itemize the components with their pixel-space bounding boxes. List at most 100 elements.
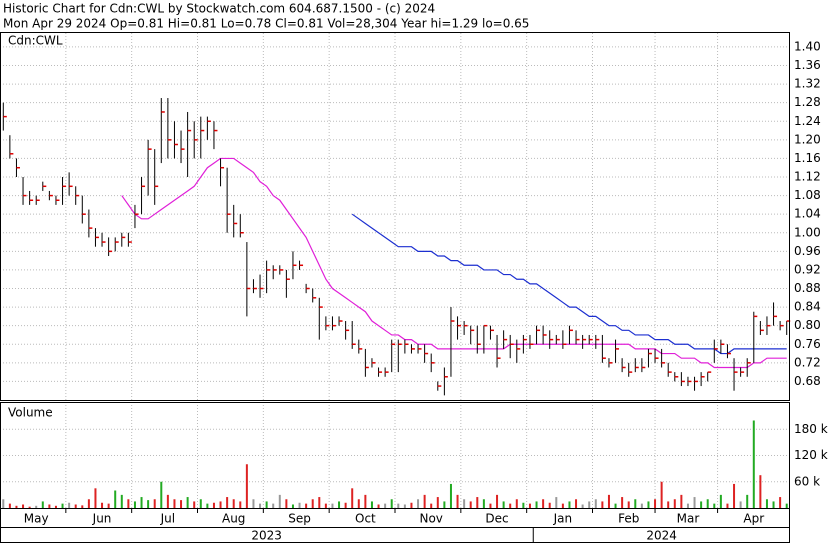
volume-bar: [489, 503, 492, 508]
volume-bar: [344, 502, 347, 508]
volume-tick-label: 180 k: [794, 422, 828, 436]
volume-bar: [548, 502, 551, 508]
volume-bar: [739, 501, 742, 508]
volume-bar: [417, 499, 420, 508]
volume-bar: [265, 501, 268, 508]
volume-bar: [291, 504, 294, 508]
y-tick-label: 1.08: [794, 188, 821, 202]
symbol-label: Cdn:CWL: [8, 34, 63, 48]
x-tick-label: May: [24, 512, 49, 526]
volume-bar: [127, 499, 130, 508]
volume-bar: [186, 497, 189, 508]
volume-bar: [621, 497, 624, 508]
volume-bar: [324, 503, 327, 508]
volume-bar: [647, 501, 650, 508]
moving-average: [121, 157, 787, 369]
volume-bar: [667, 501, 670, 508]
volume-bar: [686, 503, 689, 508]
volume-bar: [107, 503, 110, 508]
volume-tick-label: 60 k: [794, 474, 820, 488]
volume-bar: [54, 505, 57, 508]
volume-bar: [199, 499, 202, 508]
volume-bar: [496, 494, 499, 508]
volume-bar: [87, 499, 90, 508]
volume-bar: [68, 502, 71, 508]
y-tick-label: 1.16: [794, 151, 821, 165]
volume-label: Volume: [8, 406, 53, 420]
volume-bar: [568, 501, 571, 508]
price-panel: [0, 32, 790, 401]
volume-bar: [607, 494, 610, 508]
volume-bar: [48, 504, 51, 508]
volume-bar: [456, 494, 459, 508]
y-tick-label: 1.24: [794, 114, 821, 128]
y-tick-label: 0.96: [794, 244, 821, 258]
volume-bar: [331, 503, 334, 508]
volume-bar: [469, 501, 472, 508]
volume-bar: [370, 501, 373, 508]
volume-bar: [212, 502, 215, 508]
volume-bar: [476, 497, 479, 508]
volume-bar: [463, 499, 466, 508]
y-tick-label: 0.84: [794, 300, 821, 314]
volume-bar: [318, 497, 321, 508]
volume-bar: [588, 501, 591, 508]
volume-bar: [542, 499, 545, 508]
volume-bar: [41, 501, 44, 508]
volume-bar: [482, 499, 485, 508]
volume-bar: [147, 500, 150, 508]
volume-bar: [81, 505, 84, 508]
volume-bar: [746, 494, 749, 508]
y-tick-label: 1.32: [794, 77, 821, 91]
volume-bar: [2, 499, 5, 508]
volume-bar: [160, 481, 163, 508]
y-tick-label: 1.04: [794, 207, 821, 221]
y-tick-label: 0.76: [794, 337, 821, 351]
volume-bar: [423, 494, 426, 508]
volume-bar: [390, 499, 393, 508]
x-tick-label: Jan: [553, 512, 573, 526]
volume-bar: [614, 503, 617, 508]
volume-bar: [133, 501, 136, 508]
volume-bar: [285, 499, 288, 508]
volume-bar: [449, 483, 452, 508]
volume-bar: [640, 503, 643, 508]
x-tick-label: Mar: [677, 512, 700, 526]
volume-bar: [305, 503, 308, 508]
volume-bar: [120, 494, 123, 508]
chart-title: Historic Chart for Cdn:CWL by Stockwatch…: [3, 2, 435, 16]
volume-bar: [364, 494, 367, 508]
y-tick-label: 1.40: [794, 39, 821, 53]
volume-bar: [693, 497, 696, 508]
volume-bar: [779, 497, 782, 508]
volume-bar: [713, 503, 716, 508]
volume-bar: [627, 501, 630, 508]
volume-bar: [601, 501, 604, 508]
y-tick-label: 0.80: [794, 318, 821, 332]
year-label: 2023: [251, 529, 282, 543]
volume-bar: [403, 504, 406, 508]
volume-bar: [430, 503, 433, 508]
volume-bar: [153, 499, 156, 508]
y-tick-label: 0.72: [794, 355, 821, 369]
volume-bar: [232, 499, 235, 508]
volume-bar: [561, 503, 564, 508]
volume-bar: [173, 499, 176, 508]
volume-bar: [28, 506, 31, 508]
volume-bar: [535, 501, 538, 508]
volume-bar: [785, 503, 788, 508]
volume-bar: [436, 497, 439, 508]
volume-bar: [654, 499, 657, 508]
volume-bar: [555, 497, 558, 508]
volume-bar: [706, 499, 709, 508]
volume-bar: [752, 420, 755, 508]
volume-bar: [206, 503, 209, 508]
volume-bar: [680, 494, 683, 508]
volume-bar: [634, 499, 637, 508]
volume-bar: [515, 499, 518, 508]
volume-bar: [528, 503, 531, 508]
volume-bar: [522, 502, 525, 508]
volume-bar: [410, 502, 413, 508]
volume-bar: [259, 503, 262, 508]
volume-bar: [8, 503, 11, 508]
